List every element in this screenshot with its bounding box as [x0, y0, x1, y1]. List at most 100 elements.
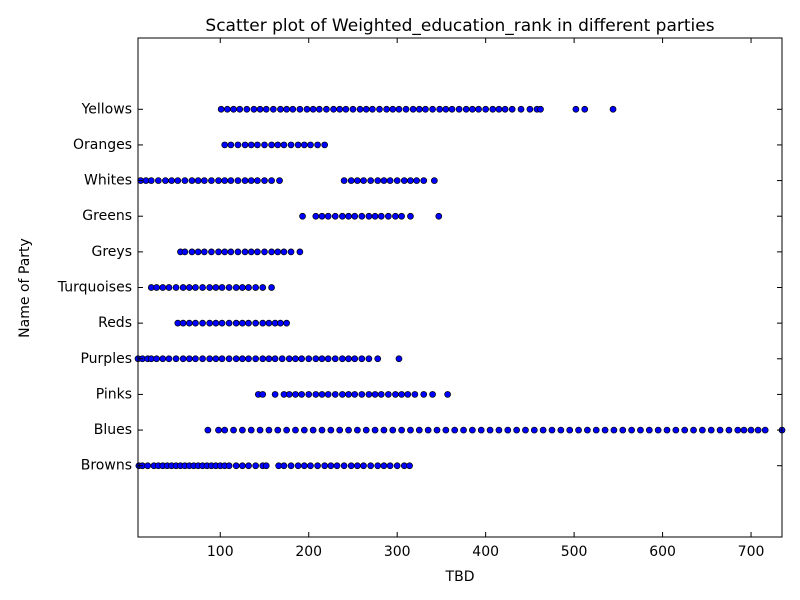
point: [212, 355, 220, 363]
y-tick-label: Reds: [98, 315, 132, 331]
point: [212, 319, 220, 327]
point: [300, 141, 308, 149]
point: [241, 248, 249, 256]
point: [312, 355, 320, 363]
point: [469, 426, 476, 434]
point: [365, 391, 373, 398]
point: [522, 426, 529, 434]
point: [221, 177, 229, 184]
point: [232, 355, 240, 363]
point: [407, 426, 414, 434]
point: [212, 284, 220, 291]
point: [247, 141, 255, 149]
point: [162, 177, 169, 184]
point: [239, 426, 246, 434]
point: [300, 462, 308, 470]
point: [374, 177, 382, 184]
point: [192, 319, 199, 327]
point: [261, 248, 268, 256]
point: [283, 319, 290, 327]
point: [274, 141, 282, 149]
point: [345, 212, 352, 220]
point: [165, 284, 173, 291]
point: [208, 248, 215, 256]
point: [429, 391, 436, 398]
point: [367, 462, 375, 470]
point: [225, 462, 233, 470]
point: [223, 105, 231, 113]
point: [256, 105, 264, 113]
point: [221, 248, 229, 256]
point: [232, 319, 240, 327]
point: [298, 355, 306, 363]
point: [225, 319, 233, 327]
point: [345, 355, 352, 363]
point: [294, 141, 302, 149]
point: [269, 105, 277, 113]
point: [654, 426, 662, 434]
point: [218, 284, 226, 291]
point: [296, 105, 304, 113]
point: [442, 105, 450, 113]
point: [360, 462, 367, 470]
point: [321, 462, 329, 470]
point: [398, 391, 405, 398]
point: [312, 212, 320, 220]
point: [377, 212, 385, 220]
point: [192, 284, 199, 291]
point: [165, 355, 173, 363]
point: [254, 248, 261, 256]
point: [435, 212, 443, 220]
point: [188, 248, 196, 256]
point: [181, 248, 189, 256]
point: [340, 177, 348, 184]
point: [147, 177, 155, 184]
point: [384, 391, 392, 398]
y-tick-label: Greens: [82, 208, 132, 224]
point: [356, 105, 364, 113]
point: [265, 355, 273, 363]
point: [277, 105, 284, 113]
point: [318, 212, 326, 220]
point: [462, 105, 470, 113]
point: [347, 177, 355, 184]
point: [336, 105, 344, 113]
point: [433, 426, 441, 434]
point: [314, 141, 321, 149]
point: [324, 212, 332, 220]
point: [287, 141, 295, 149]
point: [393, 462, 401, 470]
point: [218, 319, 226, 327]
point: [442, 426, 450, 434]
point: [259, 355, 267, 363]
point: [395, 105, 403, 113]
point: [754, 426, 762, 434]
y-tick-label: Yellows: [81, 101, 132, 117]
point: [672, 426, 680, 434]
y-tick-label: Blues: [94, 422, 132, 438]
point: [557, 426, 565, 434]
point: [395, 355, 403, 363]
point: [299, 212, 306, 220]
point: [371, 391, 379, 398]
point: [252, 355, 260, 363]
point: [254, 177, 261, 184]
point: [277, 319, 284, 327]
point: [526, 105, 534, 113]
point: [342, 105, 350, 113]
point: [232, 284, 240, 291]
x-tick-label: 300: [384, 544, 411, 560]
point: [315, 105, 323, 113]
point: [234, 141, 242, 149]
point: [380, 462, 388, 470]
point: [371, 212, 379, 220]
point: [199, 355, 206, 363]
y-axis-label: Name of Party: [17, 238, 33, 338]
point: [194, 177, 202, 184]
point: [285, 355, 293, 363]
point: [572, 105, 580, 113]
point: [392, 212, 399, 220]
point: [501, 105, 509, 113]
point: [265, 319, 273, 327]
y-tick-label: Purples: [80, 351, 132, 367]
